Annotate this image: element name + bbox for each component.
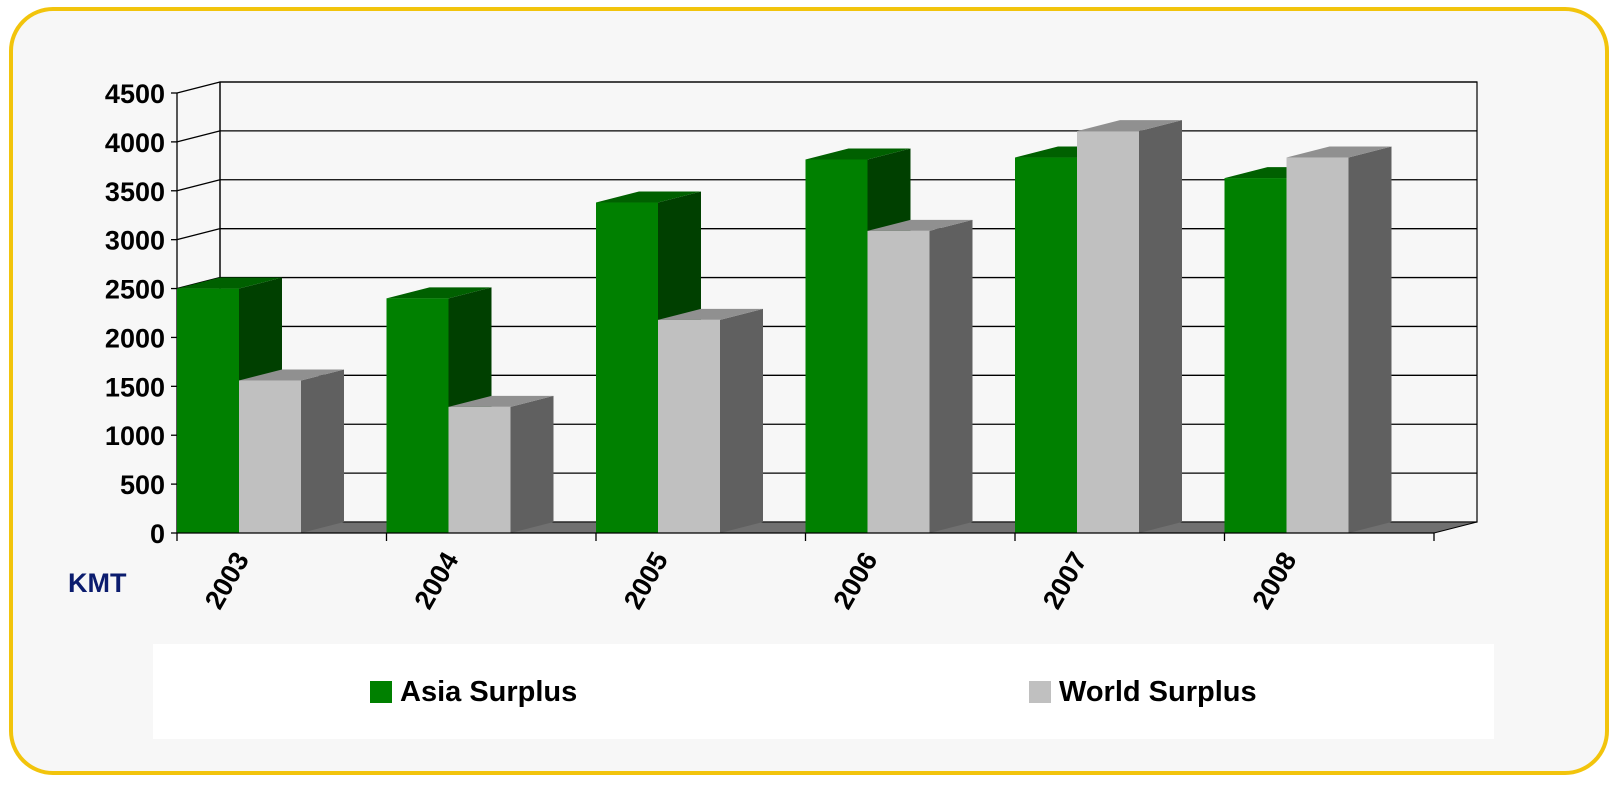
bar [1224,178,1287,534]
bar-top [867,219,973,231]
bar [596,202,658,533]
x-tick-label: 2005 [618,547,674,614]
y-tick-label: 1000 [105,421,165,451]
legend-item-world-surplus: World Surplus [1029,674,1257,710]
y-tick-label: 4500 [105,79,165,109]
y-tick-label: 3000 [105,226,165,256]
legend-swatch-world-surplus [1029,681,1051,703]
bar-side [929,219,973,533]
y-tick-label: 4000 [105,128,165,158]
y-tick-label: 500 [120,470,165,500]
x-tick-label: 2004 [408,547,464,614]
x-tick-label: 2007 [1037,547,1093,614]
bar [386,298,449,533]
x-tick-label: 2008 [1246,547,1302,614]
bar [239,380,301,533]
bar-side [1348,146,1392,534]
legend-label-world-surplus: World Surplus [1059,675,1257,708]
legend-label-asia-surplus: Asia Surplus [400,675,578,708]
bar-side [1139,120,1182,533]
y-tick-label: 2500 [105,275,165,305]
y-tick-label: 2000 [105,323,165,353]
bar-top [448,395,554,407]
y-axis-unit-label: KMT [68,568,127,598]
bar [448,406,511,533]
bar-top [1077,120,1182,132]
bar-side [301,369,344,533]
bar [805,159,868,533]
gridline-side [176,130,221,143]
gridline-side [176,179,221,192]
x-tick-label: 2006 [827,547,883,614]
legend-item-asia-surplus: Asia Surplus [370,674,577,710]
bar-top [239,369,344,381]
bar-top [658,308,763,320]
bar-top [1286,146,1392,158]
bar-top [596,191,701,203]
bar-top [386,287,492,299]
bar-top [805,148,911,160]
y-tick-label: 3500 [105,177,165,207]
y-tick-label: 0 [150,519,165,549]
gridline-side [176,228,221,241]
bar [177,288,239,533]
x-tick-label: 2003 [199,547,255,614]
bar [1286,157,1349,534]
legend-swatch-asia-surplus [370,681,392,703]
bar-top [177,277,282,289]
bar-side [720,308,763,533]
bar [867,230,930,533]
bar-side [510,395,554,533]
bar [1015,157,1077,534]
y-tick-label: 1500 [105,372,165,402]
gridline-side [176,81,221,94]
bar [658,319,720,533]
chart-legend: Asia Surplus World Surplus [153,644,1494,739]
bar [1077,131,1139,533]
